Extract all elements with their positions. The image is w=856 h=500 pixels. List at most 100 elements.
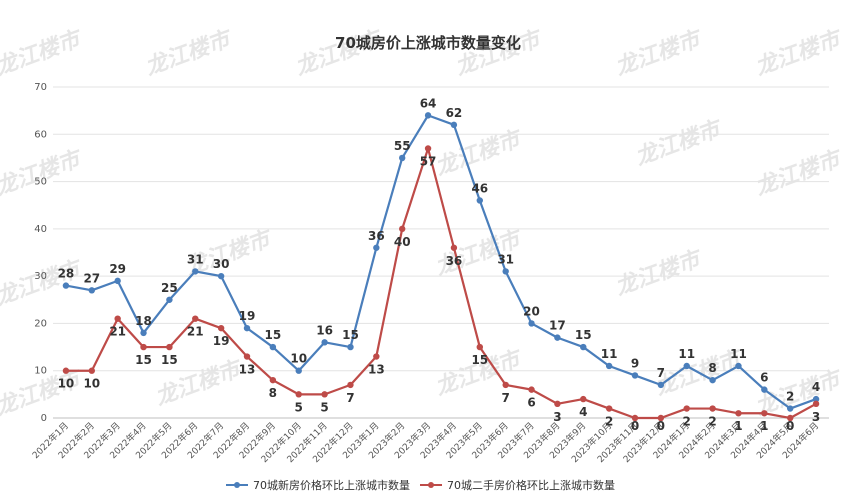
data-label: 62 (446, 106, 463, 120)
data-point[interactable] (399, 154, 406, 162)
data-point[interactable] (580, 395, 587, 403)
data-label: 40 (394, 235, 411, 249)
data-point[interactable] (476, 197, 483, 204)
watermark-text: 龙江楼市 (0, 255, 87, 311)
data-point[interactable] (787, 405, 794, 412)
data-label: 6 (760, 371, 768, 385)
data-label: 1 (734, 419, 742, 433)
data-point[interactable] (424, 112, 432, 119)
watermark-text: 龙江楼市 (752, 25, 847, 81)
data-point[interactable] (709, 376, 716, 384)
data-label: 36 (446, 254, 463, 268)
data-point[interactable] (683, 362, 690, 370)
data-point[interactable] (321, 339, 328, 346)
data-label: 3 (553, 410, 561, 424)
data-point[interactable] (761, 386, 768, 393)
data-point[interactable] (62, 367, 70, 374)
legend-swatch-dot-new (234, 482, 240, 488)
data-label: 7 (657, 366, 665, 380)
legend[interactable]: 70城新房价格环比上涨城市数量 70城二手房价格环比上涨城市数量 (226, 478, 615, 492)
data-point[interactable] (295, 391, 302, 398)
data-point[interactable] (114, 315, 121, 322)
data-point[interactable] (217, 324, 225, 332)
data-point[interactable] (88, 287, 96, 294)
data-point[interactable] (735, 362, 742, 370)
data-point[interactable] (192, 315, 199, 322)
data-point[interactable] (399, 225, 406, 233)
data-point[interactable] (761, 410, 768, 417)
data-label: 5 (320, 400, 328, 414)
data-label: 2 (708, 415, 716, 429)
data-point[interactable] (347, 381, 354, 389)
data-point[interactable] (528, 320, 535, 327)
data-point[interactable] (476, 343, 483, 351)
legend-swatch-dot-second (428, 482, 434, 488)
data-label: 2 (605, 415, 613, 429)
data-point[interactable] (321, 391, 328, 398)
data-point[interactable] (243, 353, 251, 360)
data-point[interactable] (373, 353, 380, 360)
data-point[interactable] (631, 414, 639, 422)
data-point[interactable] (88, 367, 96, 374)
data-point[interactable] (62, 282, 70, 289)
data-label: 21 (187, 325, 204, 339)
data-point[interactable] (812, 400, 820, 408)
y-axis: 0 10 20 30 40 50 60 70 (34, 82, 47, 424)
data-label: 13 (368, 363, 385, 377)
data-point[interactable] (373, 244, 380, 251)
data-point[interactable] (657, 414, 665, 422)
y-tick-label: 50 (34, 177, 47, 188)
data-point[interactable] (605, 362, 613, 370)
data-point[interactable] (243, 324, 251, 332)
watermark-text: 龙江楼市 (612, 245, 707, 301)
data-point[interactable] (295, 367, 302, 374)
data-label: 25 (161, 281, 178, 295)
data-point[interactable] (605, 405, 613, 412)
data-label: 19 (239, 309, 256, 323)
data-label: 21 (109, 325, 126, 339)
data-point[interactable] (787, 414, 794, 422)
data-point[interactable] (140, 329, 147, 337)
y-tick-label: 60 (34, 129, 47, 140)
data-point[interactable] (347, 343, 354, 351)
data-point[interactable] (502, 381, 509, 389)
data-point[interactable] (631, 372, 639, 379)
data-point[interactable] (269, 343, 277, 351)
y-tick-label: 0 (41, 413, 47, 424)
series-line-1 (65, 147, 817, 420)
data-label: 4 (579, 405, 587, 419)
data-point[interactable] (450, 244, 458, 251)
data-label: 36 (368, 229, 385, 243)
data-label: 8 (269, 386, 277, 400)
data-point[interactable] (554, 400, 561, 408)
legend-label-second: 70城二手房价格环比上涨城市数量 (447, 478, 615, 492)
series-layer (62, 112, 820, 422)
data-point[interactable] (424, 145, 432, 152)
data-point[interactable] (166, 296, 173, 303)
data-label: 55 (394, 139, 411, 153)
data-point[interactable] (735, 410, 742, 417)
watermark-text: 龙江楼市 (612, 25, 707, 81)
data-point[interactable] (192, 268, 199, 275)
data-label: 0 (631, 419, 639, 433)
data-point[interactable] (450, 121, 458, 129)
data-point[interactable] (554, 334, 561, 341)
data-point[interactable] (683, 405, 690, 412)
data-point[interactable] (657, 381, 665, 389)
data-label: 7 (501, 391, 509, 405)
data-label: 6 (527, 396, 535, 410)
data-point[interactable] (812, 395, 820, 403)
y-tick-label: 30 (34, 271, 47, 282)
data-point[interactable] (528, 386, 535, 393)
data-label: 11 (601, 347, 618, 361)
data-point[interactable] (217, 272, 225, 280)
data-point[interactable] (269, 376, 277, 384)
data-point[interactable] (114, 277, 121, 285)
data-label: 9 (631, 356, 639, 370)
data-point[interactable] (140, 343, 147, 351)
data-point[interactable] (580, 343, 587, 351)
data-point[interactable] (709, 405, 716, 412)
data-point[interactable] (502, 268, 509, 275)
data-point[interactable] (166, 343, 173, 351)
